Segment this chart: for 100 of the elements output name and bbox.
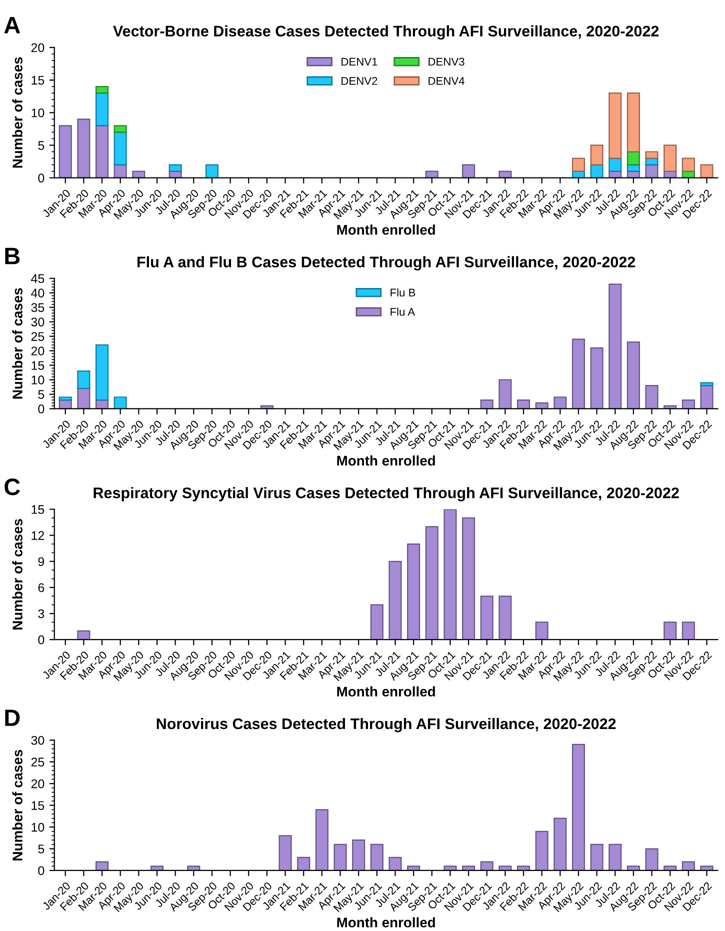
- bar: [700, 382, 714, 386]
- y-tick-label: 10: [32, 108, 44, 118]
- bar: [58, 125, 72, 178]
- bar: [96, 344, 109, 401]
- y-tick-label: 40: [31, 288, 44, 298]
- bar: [297, 856, 310, 870]
- bar: [114, 396, 127, 409]
- y-tick-label: 30: [31, 318, 44, 326]
- bar: [58, 396, 72, 401]
- bar: [700, 866, 714, 870]
- bar: [590, 347, 604, 409]
- bar: [608, 844, 622, 870]
- bar: [626, 151, 640, 166]
- y-tick-label: 12: [32, 531, 44, 540]
- y-tick-label: 9: [38, 557, 44, 566]
- y-tick-label: 5: [38, 141, 44, 150]
- y-tick-label: 0: [38, 635, 44, 644]
- chart-title: Norovirus Cases Detected Through AFI Surveillance, 2020-2022: [156, 718, 616, 732]
- y-axis-title: Number of cases: [12, 750, 22, 860]
- bar: [498, 379, 512, 409]
- bar: [278, 835, 292, 870]
- bar: [608, 92, 622, 159]
- bar: [480, 861, 494, 870]
- bar: [77, 118, 90, 178]
- y-tick-label: 30: [31, 736, 44, 745]
- bar: [682, 622, 695, 640]
- bar: [626, 342, 640, 409]
- legend-label: Flu B: [390, 288, 416, 297]
- bar: [535, 622, 548, 640]
- bar: [132, 170, 146, 178]
- bar: [388, 560, 402, 640]
- text: D: [5, 710, 20, 726]
- chart-title: Respiratory Syncytial Virus Cases Detected Through AFI Surveillance, 2020-2022: [94, 487, 679, 502]
- bar: [664, 622, 677, 640]
- bar: [187, 866, 200, 870]
- bar: [590, 844, 604, 870]
- y-tick-label: 5: [38, 390, 44, 399]
- bar: [626, 866, 640, 870]
- bar: [700, 164, 714, 178]
- bar: [535, 830, 548, 870]
- bar: [370, 844, 384, 870]
- bar: [407, 543, 420, 640]
- y-tick-label: 0: [38, 174, 44, 182]
- legend-label: DENV2: [342, 77, 378, 85]
- bar: [608, 158, 622, 172]
- bar: [554, 818, 567, 870]
- bar: [480, 399, 494, 409]
- bar: [315, 809, 328, 870]
- bar: [77, 388, 90, 409]
- bar: [498, 866, 512, 870]
- bar: [608, 284, 622, 409]
- text: A: [4, 17, 20, 34]
- x-axis-title: Month enrolled: [337, 917, 435, 928]
- bar: [96, 92, 109, 126]
- bar: [572, 744, 585, 870]
- x-axis-title: Month enrolled: [337, 224, 435, 235]
- y-tick-label: 0: [38, 866, 44, 876]
- bar: [700, 384, 714, 409]
- chart-title: Vector-Borne Disease Cases Detected Through AFI Surveillance, 2020-2022: [113, 25, 659, 40]
- y-tick-label: 15: [32, 801, 44, 810]
- bar: [516, 399, 530, 409]
- bar: [682, 861, 695, 870]
- legend-label: DENV1: [342, 58, 378, 66]
- bar: [444, 866, 457, 870]
- y-tick-label: 0: [38, 404, 44, 414]
- bar: [498, 596, 512, 640]
- y-tick-label: 20: [31, 43, 44, 52]
- bar: [572, 158, 585, 172]
- bar: [96, 861, 109, 870]
- bar: [96, 86, 109, 94]
- y-tick-label: 45: [31, 274, 44, 284]
- bar: [664, 866, 677, 870]
- bar: [370, 604, 384, 640]
- bar: [516, 866, 530, 870]
- x-axis-title: Month enrolled: [337, 455, 435, 466]
- bar: [480, 596, 494, 640]
- bar: [407, 866, 420, 870]
- y-tick-label: 10: [32, 822, 44, 832]
- bar: [664, 144, 677, 172]
- y-tick-label: 3: [38, 609, 44, 618]
- y-tick-label: 10: [32, 376, 44, 384]
- legend-label: DENV4: [428, 77, 464, 85]
- bar: [205, 164, 218, 178]
- y-tick-label: 25: [31, 332, 44, 341]
- y-axis-title: Number of cases: [12, 57, 22, 168]
- y-tick-label: 6: [38, 583, 44, 592]
- bar: [462, 164, 476, 178]
- bar: [682, 399, 695, 409]
- y-axis-title: Number of cases: [12, 519, 22, 630]
- legend-label: DENV3: [428, 58, 464, 66]
- y-tick-label: 35: [31, 303, 44, 312]
- bar: [150, 866, 164, 870]
- y-tick-label: 25: [31, 758, 44, 767]
- y-tick-label: 20: [31, 779, 44, 788]
- y-tick-label: 15: [32, 361, 44, 370]
- bar: [77, 630, 90, 640]
- y-tick-label: 20: [31, 346, 44, 356]
- bar: [444, 509, 457, 640]
- bar: [554, 396, 567, 409]
- bar: [462, 866, 476, 870]
